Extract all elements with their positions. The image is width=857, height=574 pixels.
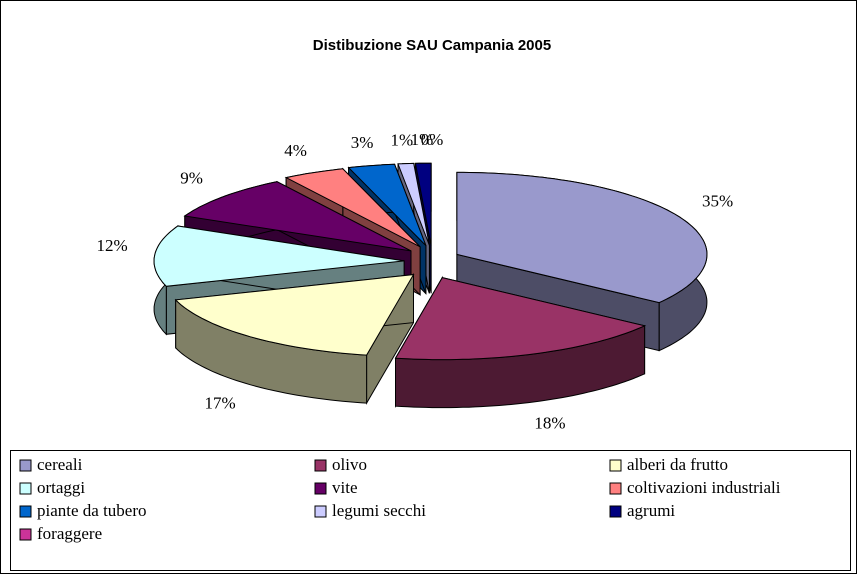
- legend-swatch: [609, 505, 622, 518]
- legend-label: cereali: [37, 455, 83, 474]
- slice-top: [284, 168, 421, 248]
- legend-label: olivo: [332, 455, 367, 474]
- legend-label: foraggere: [37, 524, 102, 543]
- slice-top: [397, 162, 430, 246]
- slice-top: [183, 181, 412, 252]
- slice-top: [347, 163, 427, 246]
- pie: [153, 162, 708, 409]
- legend-label: legumi secchi: [332, 501, 426, 520]
- legend-box: [10, 450, 851, 571]
- slice: [394, 275, 647, 409]
- data-label: 1%: [411, 130, 434, 149]
- slice-top: [456, 171, 708, 304]
- data-label: 3%: [351, 133, 374, 152]
- data-label: 12%: [97, 236, 128, 255]
- slice-top: [174, 273, 415, 356]
- chart-title: Distibuzione SAU Campania 2005: [313, 37, 551, 54]
- legend-swatch: [314, 505, 327, 518]
- data-label: 18%: [534, 414, 565, 433]
- data-label: 1%: [391, 131, 414, 150]
- slice-top: [394, 277, 647, 361]
- legend-swatch: [19, 505, 32, 518]
- data-label: 4%: [284, 141, 307, 160]
- slice: [174, 272, 415, 405]
- data-label: 9%: [180, 168, 203, 187]
- legend-label: coltivazioni industriali: [627, 478, 781, 497]
- data-label: 17%: [204, 393, 235, 412]
- legend-swatch: [609, 459, 622, 472]
- legend-swatch: [314, 482, 327, 495]
- data-label: 35%: [702, 192, 733, 211]
- legend-label: agrumi: [627, 501, 675, 520]
- legend-swatch: [314, 459, 327, 472]
- legend-label: piante da tubero: [37, 501, 147, 520]
- legend-swatch: [19, 482, 32, 495]
- legend-swatch: [19, 528, 32, 541]
- legend-label: ortaggi: [37, 478, 85, 497]
- slice-top: [153, 225, 405, 287]
- data-label: 0%: [421, 130, 444, 149]
- legend-swatch: [19, 459, 32, 472]
- legend-label: alberi da frutto: [627, 455, 728, 474]
- legend-label: vite: [332, 478, 358, 497]
- slice-top: [414, 162, 432, 246]
- legend-swatch: [609, 482, 622, 495]
